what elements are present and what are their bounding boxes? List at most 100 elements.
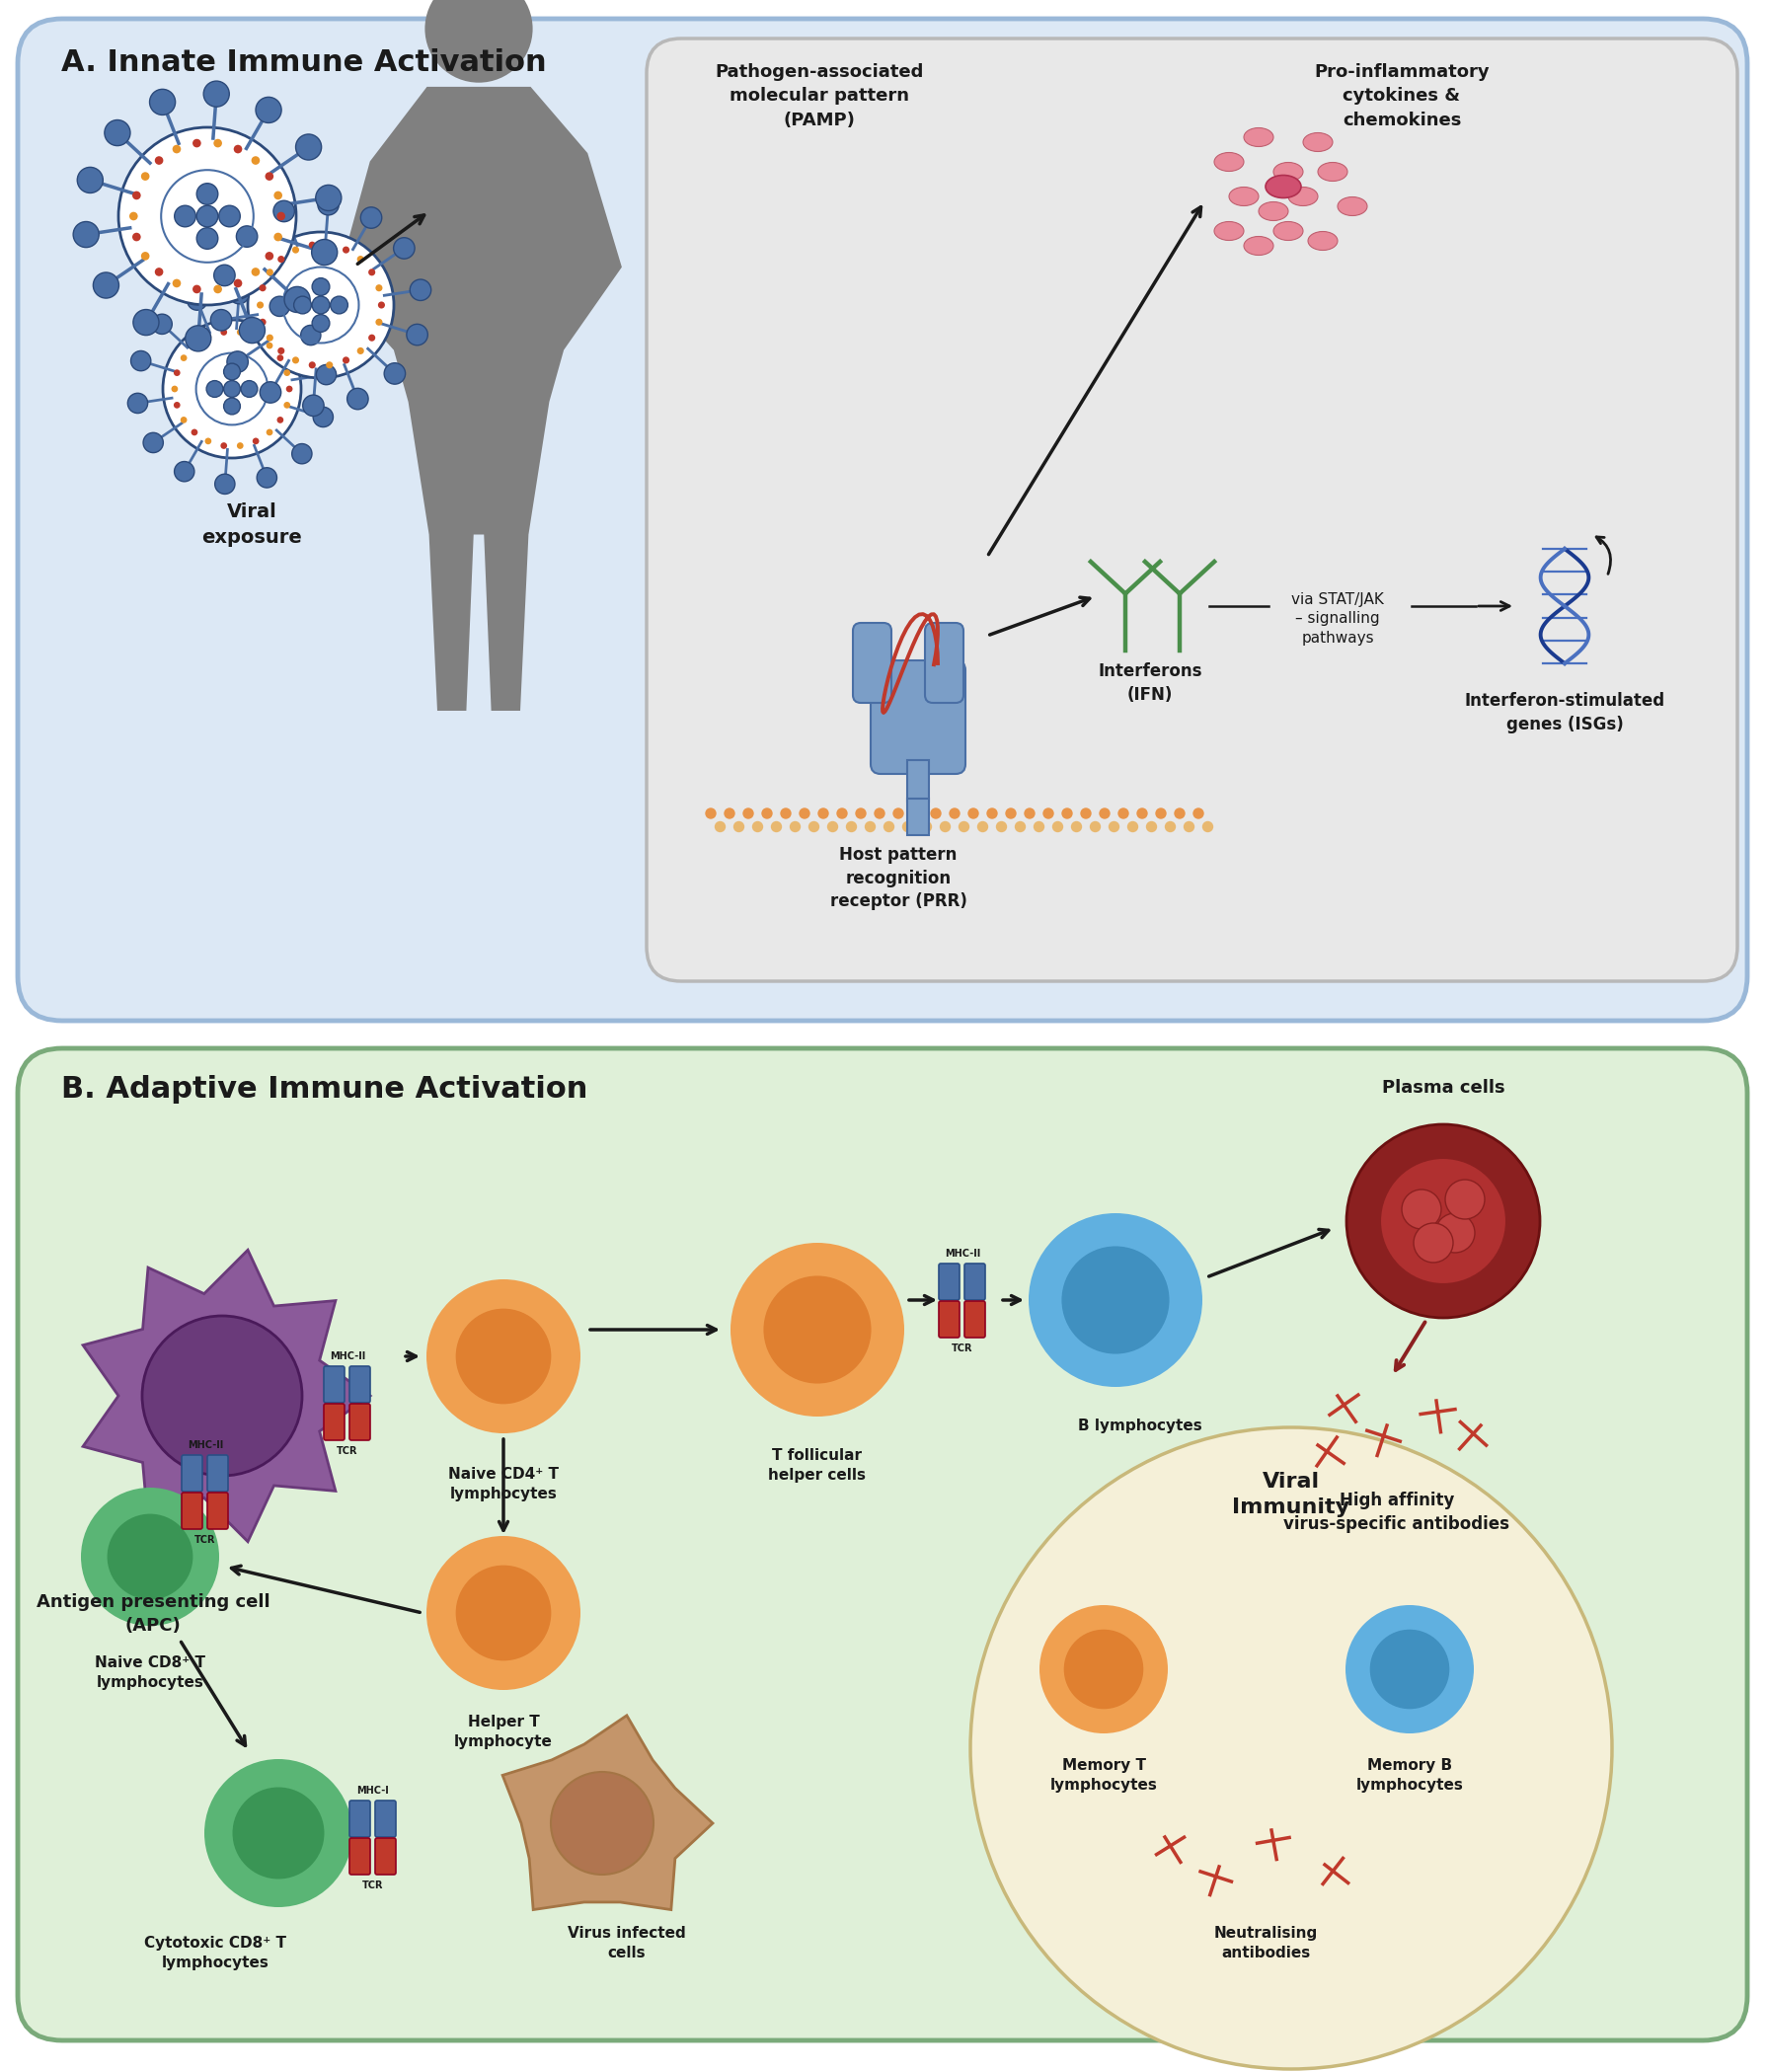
Text: Host pattern
recognition
receptor (PRR): Host pattern recognition receptor (PRR) xyxy=(829,845,967,910)
Ellipse shape xyxy=(1273,222,1303,240)
Circle shape xyxy=(394,238,415,259)
Circle shape xyxy=(1109,821,1119,833)
Circle shape xyxy=(407,323,428,346)
Circle shape xyxy=(214,139,223,147)
Circle shape xyxy=(764,1276,872,1384)
Text: Naive CD8⁺ T
lymphocytes: Naive CD8⁺ T lymphocytes xyxy=(95,1656,205,1691)
Circle shape xyxy=(1414,1222,1453,1262)
Circle shape xyxy=(274,232,283,240)
Circle shape xyxy=(205,1759,352,1906)
Circle shape xyxy=(967,808,979,818)
Circle shape xyxy=(72,222,99,247)
Circle shape xyxy=(1061,808,1073,818)
Circle shape xyxy=(173,402,180,408)
FancyBboxPatch shape xyxy=(350,1801,370,1838)
Ellipse shape xyxy=(1317,162,1347,180)
Text: B lymphocytes: B lymphocytes xyxy=(1078,1419,1202,1434)
Bar xyxy=(907,760,928,802)
Circle shape xyxy=(958,821,969,833)
Circle shape xyxy=(260,319,267,325)
Circle shape xyxy=(274,191,283,199)
Circle shape xyxy=(274,201,295,222)
Circle shape xyxy=(171,385,179,392)
Ellipse shape xyxy=(1273,162,1303,180)
FancyBboxPatch shape xyxy=(18,19,1747,1021)
Circle shape xyxy=(309,361,316,369)
Circle shape xyxy=(260,381,281,402)
Circle shape xyxy=(1444,1179,1485,1218)
Circle shape xyxy=(225,381,240,398)
Text: MHC-II: MHC-II xyxy=(944,1249,981,1258)
FancyBboxPatch shape xyxy=(375,1801,396,1838)
FancyBboxPatch shape xyxy=(350,1838,370,1875)
Circle shape xyxy=(893,808,903,818)
Ellipse shape xyxy=(1289,186,1317,205)
Circle shape xyxy=(253,437,260,443)
Circle shape xyxy=(1128,821,1139,833)
Text: High affinity
virus-specific antibodies: High affinity virus-specific antibodies xyxy=(1284,1492,1510,1533)
Circle shape xyxy=(292,356,299,365)
Circle shape xyxy=(267,342,272,348)
Circle shape xyxy=(799,808,810,818)
Circle shape xyxy=(278,416,283,423)
FancyBboxPatch shape xyxy=(18,1048,1747,2041)
Circle shape xyxy=(221,329,226,336)
FancyBboxPatch shape xyxy=(375,1838,396,1875)
Circle shape xyxy=(384,363,405,383)
Text: Neutralising
antibodies: Neutralising antibodies xyxy=(1213,1925,1317,1960)
Circle shape xyxy=(368,334,375,342)
Text: Viral
Immunity: Viral Immunity xyxy=(1232,1471,1351,1517)
Circle shape xyxy=(1052,821,1063,833)
Ellipse shape xyxy=(1303,133,1333,151)
Circle shape xyxy=(808,821,820,833)
Circle shape xyxy=(81,1488,219,1627)
Circle shape xyxy=(995,821,1008,833)
Circle shape xyxy=(1080,808,1091,818)
Text: MHC-II: MHC-II xyxy=(187,1440,223,1450)
Circle shape xyxy=(141,1316,302,1475)
FancyBboxPatch shape xyxy=(324,1403,345,1440)
Circle shape xyxy=(456,1564,552,1662)
FancyBboxPatch shape xyxy=(939,1264,960,1299)
Circle shape xyxy=(751,821,764,833)
FancyBboxPatch shape xyxy=(939,1301,960,1339)
Circle shape xyxy=(790,821,801,833)
Circle shape xyxy=(912,808,923,818)
Circle shape xyxy=(902,821,914,833)
Text: Memory T
lymphocytes: Memory T lymphocytes xyxy=(1050,1757,1158,1792)
Text: Naive CD4⁺ T
lymphocytes: Naive CD4⁺ T lymphocytes xyxy=(447,1467,559,1502)
FancyBboxPatch shape xyxy=(207,1492,228,1529)
Circle shape xyxy=(309,242,316,249)
Circle shape xyxy=(325,242,332,249)
Circle shape xyxy=(714,821,725,833)
Circle shape xyxy=(193,286,202,294)
Circle shape xyxy=(180,354,187,361)
Circle shape xyxy=(734,821,744,833)
Circle shape xyxy=(256,97,281,122)
Circle shape xyxy=(762,808,773,818)
Text: A. Innate Immune Activation: A. Innate Immune Activation xyxy=(62,48,546,77)
Circle shape xyxy=(1061,1245,1169,1353)
Text: Interferons
(IFN): Interferons (IFN) xyxy=(1098,663,1202,702)
Circle shape xyxy=(173,369,180,377)
Circle shape xyxy=(118,126,297,305)
Circle shape xyxy=(1029,1214,1202,1386)
Circle shape xyxy=(226,352,248,373)
Ellipse shape xyxy=(1266,176,1301,199)
Circle shape xyxy=(108,1515,193,1600)
Circle shape xyxy=(143,433,163,452)
Circle shape xyxy=(743,808,753,818)
Circle shape xyxy=(316,184,341,211)
Circle shape xyxy=(225,363,240,379)
Circle shape xyxy=(265,172,274,180)
Circle shape xyxy=(191,429,198,435)
Text: TCR: TCR xyxy=(338,1446,359,1457)
Circle shape xyxy=(865,821,875,833)
Circle shape xyxy=(1347,1125,1540,1318)
Circle shape xyxy=(156,267,163,276)
Ellipse shape xyxy=(1215,153,1245,172)
Circle shape xyxy=(232,1788,324,1879)
Circle shape xyxy=(133,232,141,240)
Circle shape xyxy=(173,280,180,288)
Circle shape xyxy=(133,309,159,336)
